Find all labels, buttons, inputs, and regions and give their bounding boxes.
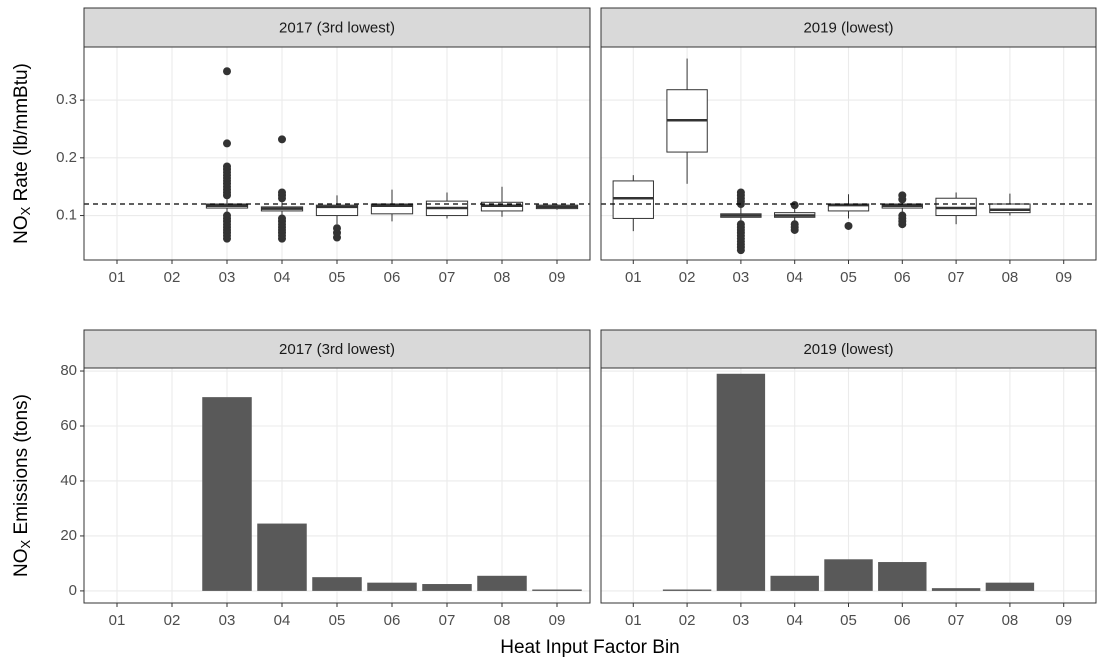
x-tick-label: 09 (1055, 269, 1072, 286)
panel-border (600, 46, 1097, 261)
bar (202, 397, 252, 591)
x-tick-label: 02 (679, 269, 696, 286)
x-tick-label: 02 (164, 612, 181, 629)
facet-title: 2017 (3rd lowest) (279, 19, 395, 36)
bar (257, 523, 307, 591)
x-tick-label: 02 (679, 612, 696, 629)
x-tick-label: 09 (549, 269, 566, 286)
x-tick-label: 06 (384, 612, 401, 629)
y-tick-label: 80 (60, 362, 77, 379)
x-tick-label: 05 (840, 269, 857, 286)
box (989, 203, 1031, 214)
x-tick-label: 01 (109, 269, 126, 286)
x-tick-label: 04 (274, 269, 291, 286)
x-tick-label: 09 (1055, 612, 1072, 629)
outlier (223, 211, 231, 220)
y-axis-title-main: NO (11, 215, 32, 244)
x-tick-label: 01 (625, 612, 642, 629)
x-tick-label: 07 (948, 612, 965, 629)
bar (422, 584, 472, 591)
outlier (278, 135, 286, 144)
outlier (278, 188, 286, 197)
y-axis-title-rest: Rate (lb/mmBtu) (11, 63, 32, 207)
box (612, 180, 654, 219)
facet-title: 2019 (lowest) (803, 19, 893, 36)
outlier (736, 188, 745, 197)
x-axis-title: Heat Input Factor Bin (500, 637, 680, 658)
y-tick-label: 0.2 (56, 149, 77, 166)
facet-strip (83, 329, 591, 369)
x-tick-label: 05 (329, 269, 346, 286)
outlier (278, 214, 286, 223)
panel-border (600, 367, 1097, 604)
x-tick-label: 08 (1002, 269, 1019, 286)
x-tick-label: 05 (329, 612, 346, 629)
panel-border (83, 46, 591, 261)
outlier (223, 162, 231, 171)
facet-strip (600, 7, 1097, 48)
x-tick-label: 07 (439, 612, 456, 629)
y-axis-title: NOX Rate (lb/mmBtu) (11, 63, 33, 244)
panel-border (83, 367, 591, 604)
x-tick-label: 06 (384, 269, 401, 286)
outlier (790, 220, 799, 229)
x-tick-label: 03 (733, 612, 750, 629)
x-tick-label: 02 (164, 269, 181, 286)
bar (770, 575, 819, 591)
bar (716, 373, 766, 591)
outlier (790, 201, 799, 210)
facet-title: 2019 (lowest) (803, 341, 893, 358)
x-tick-label: 03 (219, 269, 236, 286)
bar (878, 562, 927, 591)
y-tick-label: 60 (60, 417, 77, 434)
x-tick-label: 06 (894, 612, 911, 629)
x-tick-label: 03 (219, 612, 236, 629)
facet-title: 2017 (3rd lowest) (279, 341, 395, 358)
bar (662, 589, 712, 591)
y-axis-title: NOX Emissions (tons) (11, 394, 33, 577)
y-axis-title-rest: Emissions (tons) (11, 394, 32, 540)
x-tick-label: 07 (948, 269, 965, 286)
x-tick-label: 03 (733, 269, 750, 286)
y-axis-title-main: NO (11, 548, 32, 577)
x-tick-label: 04 (786, 612, 803, 629)
bar (367, 582, 417, 591)
box (315, 204, 359, 217)
facet-strip (600, 329, 1097, 369)
x-tick-label: 05 (840, 612, 857, 629)
y-tick-label: 20 (60, 527, 77, 544)
facet-strip (83, 7, 591, 48)
outlier (736, 220, 745, 229)
outlier (333, 224, 341, 233)
x-tick-label: 08 (494, 612, 511, 629)
outlier (844, 221, 853, 230)
bar (477, 575, 527, 591)
x-tick-label: 07 (439, 269, 456, 286)
outlier (223, 67, 231, 76)
y-tick-label: 0 (69, 582, 77, 599)
x-tick-label: 09 (549, 612, 566, 629)
x-tick-label: 04 (786, 269, 803, 286)
y-tick-label: 0.3 (56, 91, 77, 108)
x-tick-label: 06 (894, 269, 911, 286)
y-tick-label: 0.1 (56, 207, 77, 224)
x-tick-label: 08 (1002, 612, 1019, 629)
bar (931, 588, 981, 591)
x-tick-label: 01 (109, 612, 126, 629)
outlier (898, 191, 907, 200)
outlier (223, 139, 231, 148)
bar (532, 589, 582, 591)
x-tick-label: 08 (494, 269, 511, 286)
bar (985, 582, 1035, 591)
y-axis-title-sub: X (18, 539, 33, 548)
x-tick-label: 04 (274, 612, 291, 629)
x-tick-label: 01 (625, 269, 642, 286)
y-tick-label: 40 (60, 472, 77, 489)
bar (824, 559, 873, 591)
y-axis-title-sub: X (18, 206, 33, 215)
bar (312, 577, 362, 591)
outlier (898, 211, 907, 220)
